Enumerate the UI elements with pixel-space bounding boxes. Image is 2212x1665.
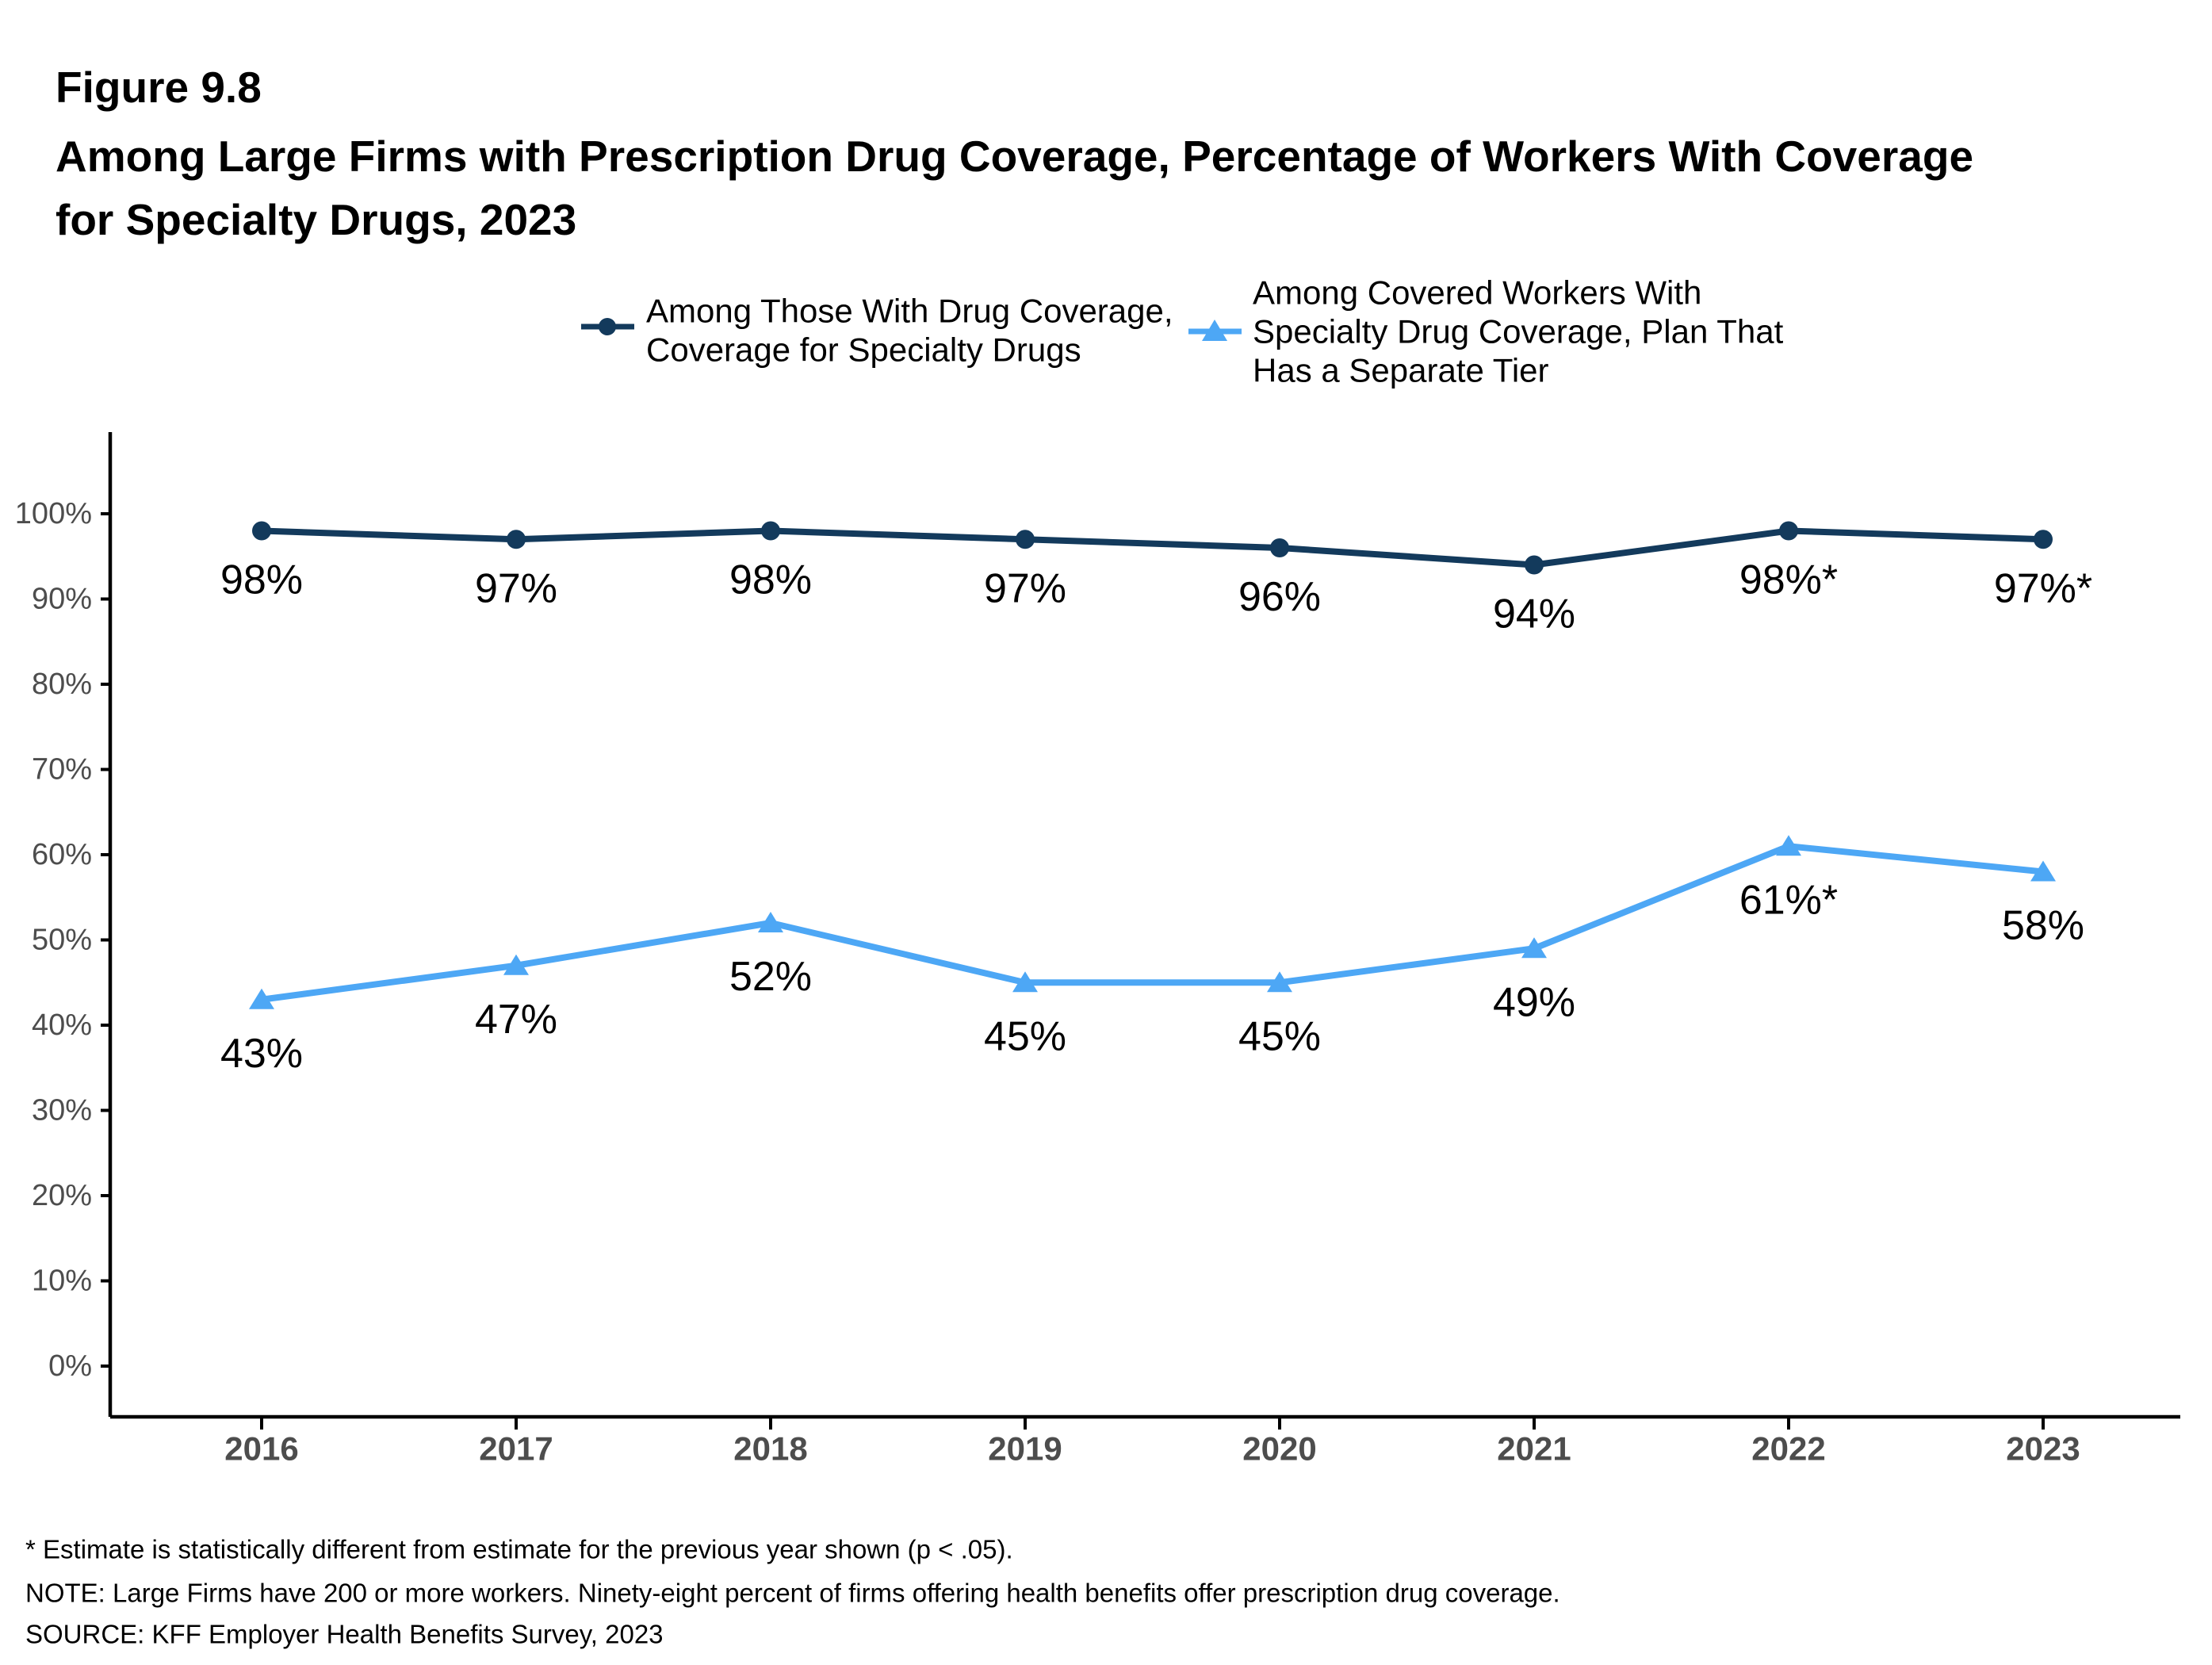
x-tick-label: 2017 [479, 1430, 553, 1468]
x-tick-label: 2018 [733, 1430, 807, 1468]
data-point-marker [507, 530, 526, 549]
data-point-label: 97% [984, 565, 1066, 611]
x-tick-label: 2020 [1242, 1430, 1316, 1468]
legend-label-line: Has a Separate Tier [1253, 352, 1549, 389]
data-point-marker [1270, 538, 1289, 557]
data-point-label: 43% [220, 1031, 303, 1077]
x-tick-label: 2022 [1751, 1430, 1825, 1468]
y-tick-label: 0% [48, 1349, 92, 1383]
data-point-marker [2034, 530, 2053, 549]
x-tick-label: 2023 [2006, 1430, 2080, 1468]
figure-title-line-1: Among Large Firms with Prescription Drug… [55, 132, 1973, 181]
figure-number: Figure 9.8 [55, 63, 262, 112]
data-point-marker [252, 521, 271, 541]
y-tick-label: 90% [32, 583, 92, 616]
data-point-label: 97%* [1994, 565, 2092, 611]
y-tick-label: 50% [32, 924, 92, 957]
y-tick-label: 30% [32, 1094, 92, 1127]
data-point-marker [758, 912, 783, 932]
legend-item-specialty-coverage: Among Those With Drug Coverage, Coverage… [581, 293, 1173, 369]
data-point-label: 98% [220, 557, 303, 603]
plot-area: 0% 10% 20% 30% 40% 50% 60% 70% 80% 90% 100% 2016 201… [15, 432, 2180, 1468]
figure-title-line-2: for Specialty Drugs, 2023 [55, 195, 576, 244]
data-point-label: 45% [1238, 1013, 1321, 1059]
data-point-label: 52% [729, 954, 812, 1000]
data-point-label: 45% [984, 1013, 1066, 1059]
y-tick-label: 70% [32, 753, 92, 787]
x-tick-label: 2019 [988, 1430, 1062, 1468]
y-tick-label: 60% [32, 838, 92, 871]
data-point-label: 97% [475, 565, 557, 611]
data-point-marker [761, 521, 780, 541]
y-tick-label: 20% [32, 1179, 92, 1212]
x-tick-label: 2021 [1497, 1430, 1571, 1468]
footnote-asterisk: * Estimate is statistically different fr… [25, 1535, 1013, 1564]
data-point-marker [1525, 555, 1544, 575]
footnote-note: NOTE: Large Firms have 200 or more worke… [25, 1579, 1560, 1608]
legend-label-line: Among Covered Workers With [1253, 274, 1701, 312]
series-line-1 [261, 843, 2044, 1003]
y-tick-label: 10% [32, 1265, 92, 1298]
y-tick-label: 40% [32, 1009, 92, 1042]
y-tick-label: 100% [15, 497, 92, 530]
data-point-label: 61%* [1739, 877, 1838, 923]
data-point-marker [2030, 860, 2056, 882]
data-point-label: 49% [1493, 979, 1575, 1025]
footnote-source: SOURCE: KFF Employer Health Benefits Sur… [25, 1620, 664, 1649]
data-point-label: 58% [2002, 903, 2084, 949]
data-point-marker [1776, 835, 1801, 856]
y-tick-label: 80% [32, 668, 92, 701]
series-line-0 [261, 527, 2044, 568]
data-point-label: 98%* [1739, 557, 1838, 603]
data-point-marker [1267, 971, 1292, 993]
legend-label-line: Specialty Drug Coverage, Plan That [1253, 313, 1784, 350]
footnotes: * Estimate is statistically different fr… [25, 1535, 1560, 1649]
data-point-label: 94% [1493, 591, 1575, 637]
data-point-marker [1016, 530, 1035, 549]
x-tick-label: 2016 [224, 1430, 298, 1468]
legend-triangle-icon [1202, 320, 1227, 341]
data-point-marker [249, 988, 274, 1009]
legend-circle-icon [599, 318, 616, 335]
legend-label-line: Among Those With Drug Coverage, [646, 293, 1173, 330]
title-block: Figure 9.8 Among Large Firms with Prescr… [55, 63, 1973, 244]
data-point-marker [1012, 971, 1038, 993]
data-point-label: 98% [729, 557, 812, 603]
data-point-marker [1521, 937, 1547, 959]
legend: Among Those With Drug Coverage, Coverage… [581, 274, 1784, 389]
data-point-marker [503, 954, 529, 975]
legend-item-separate-tier: Among Covered Workers With Specialty Dru… [1188, 274, 1784, 389]
data-point-marker [1779, 521, 1798, 541]
data-point-label: 47% [475, 997, 557, 1043]
data-point-label: 96% [1238, 574, 1321, 620]
legend-label-line: Coverage for Specialty Drugs [646, 331, 1081, 369]
